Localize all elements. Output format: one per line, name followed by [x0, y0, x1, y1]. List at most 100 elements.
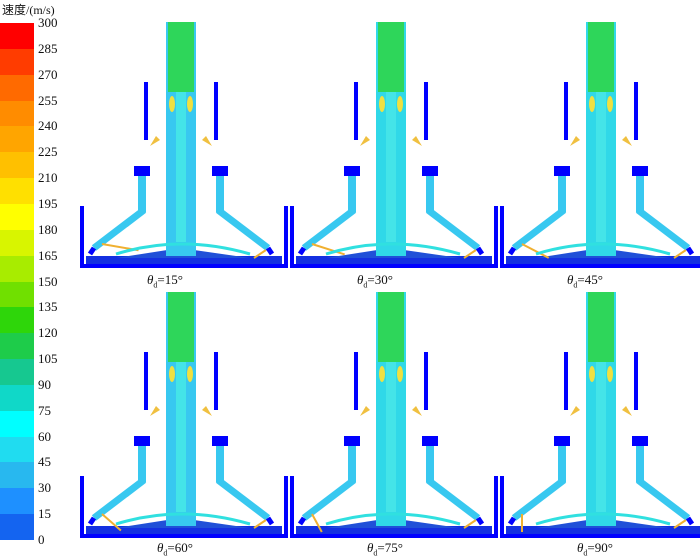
legend-tick-label: 0: [38, 532, 45, 547]
legend-tick-label: 240: [38, 118, 58, 134]
arm-tip-left: [297, 246, 307, 256]
legend-band: [0, 255, 34, 282]
bath-wall: [290, 476, 498, 538]
legend-tick-label: 150: [38, 273, 58, 289]
bath-bottom: [506, 256, 700, 264]
arm-right: [425, 207, 481, 251]
stream-right: [253, 249, 267, 259]
nozzle-tip-left: [360, 136, 370, 146]
side-pipe-left: [558, 176, 566, 212]
side-pipe-right: [636, 176, 644, 212]
jet-hot-right: [397, 96, 403, 112]
legend-tick-label: 255: [38, 92, 58, 108]
nozzle-wall-right: [214, 352, 218, 410]
stream-right: [463, 519, 477, 529]
base-flow: [325, 242, 461, 256]
nozzle-tip-left: [570, 406, 580, 416]
angle-subscript: d: [163, 548, 168, 558]
side-pipe-right: [426, 176, 434, 212]
shoulder-left: [554, 436, 570, 446]
legend-tick-label: 120: [38, 325, 58, 341]
shoulder-right: [632, 436, 648, 446]
legend-band: [0, 178, 34, 205]
arm-left: [91, 477, 147, 521]
shoulder-right: [422, 436, 438, 446]
jet-hot-left: [169, 366, 175, 382]
arm-left: [301, 207, 357, 251]
jet-hot-right: [187, 366, 193, 382]
arm-right: [425, 477, 481, 521]
arm-tip-left: [297, 516, 307, 526]
legend-tick-label: 270: [38, 66, 58, 82]
legend-band: [0, 384, 34, 412]
color-legend: [0, 23, 34, 541]
side-pipe-left: [348, 176, 356, 212]
legend-band: [0, 514, 34, 541]
shoulder-left: [134, 166, 150, 176]
arm-left: [511, 207, 567, 251]
legend-band: [0, 333, 34, 360]
panel-2: [290, 22, 498, 268]
jet-hot-left: [589, 366, 595, 382]
arm-tip-right: [265, 246, 275, 256]
legend-band: [0, 152, 34, 179]
legend-tick-label: 105: [38, 351, 58, 367]
nozzle-wall-left: [144, 82, 148, 140]
legend-tick-label: 75: [38, 402, 51, 418]
base-flow: [115, 242, 251, 256]
side-pipe-left: [138, 446, 146, 482]
panel-6: [500, 292, 700, 538]
legend-tick-label: 300: [38, 15, 58, 30]
panel-caption: θd=60°: [130, 540, 220, 558]
side-pipe-right: [216, 176, 224, 212]
arm-left: [301, 477, 357, 521]
side-pipe-left: [558, 446, 566, 482]
shoulder-left: [344, 436, 360, 446]
stream-left: [521, 243, 550, 259]
angle-subscript: d: [153, 280, 158, 290]
panel-caption: θd=45°: [540, 272, 630, 290]
arm-tip-right: [685, 246, 695, 256]
base-flow: [535, 242, 671, 256]
jet-core: [176, 92, 186, 242]
angle-subscript: d: [363, 280, 368, 290]
bath-wall: [80, 206, 288, 268]
legend-tick-label: 285: [38, 40, 58, 56]
jet-core-top: [588, 292, 614, 362]
bath-bottom: [86, 526, 282, 534]
jet-core: [176, 362, 186, 512]
side-pipe-left: [348, 446, 356, 482]
angle-value: =15°: [157, 272, 183, 287]
panel-5: [290, 292, 498, 538]
legend-band: [0, 281, 34, 308]
legend-band: [0, 488, 34, 515]
nozzle-wall-right: [424, 82, 428, 140]
shoulder-left: [134, 436, 150, 446]
legend-tick-label: 90: [38, 376, 51, 392]
legend-band: [0, 462, 34, 489]
jet-hot-right: [397, 366, 403, 382]
bath-bottom: [86, 256, 282, 264]
shoulder-right: [212, 436, 228, 446]
stream-right: [673, 249, 687, 259]
side-pipe-right: [426, 446, 434, 482]
nozzle-tip-right: [202, 136, 212, 146]
angle-symbol: θ: [147, 272, 154, 287]
angle-symbol: θ: [157, 540, 164, 555]
angle-subscript: d: [573, 280, 578, 290]
legend-band: [0, 23, 34, 50]
arm-left: [91, 207, 147, 251]
nozzle-wall-left: [144, 352, 148, 410]
legend-band: [0, 307, 34, 334]
nozzle-tip-right: [412, 136, 422, 146]
legend-title: 速度/(m/s): [2, 3, 55, 17]
base-flow: [535, 512, 671, 526]
stream-left: [311, 243, 346, 256]
legend-tick-label: 135: [38, 299, 58, 315]
legend-tick-label: 165: [38, 247, 58, 263]
jet-core: [386, 92, 396, 242]
arm-tip-left: [507, 246, 517, 256]
legend-band: [0, 359, 34, 386]
legend-band: [0, 126, 34, 153]
